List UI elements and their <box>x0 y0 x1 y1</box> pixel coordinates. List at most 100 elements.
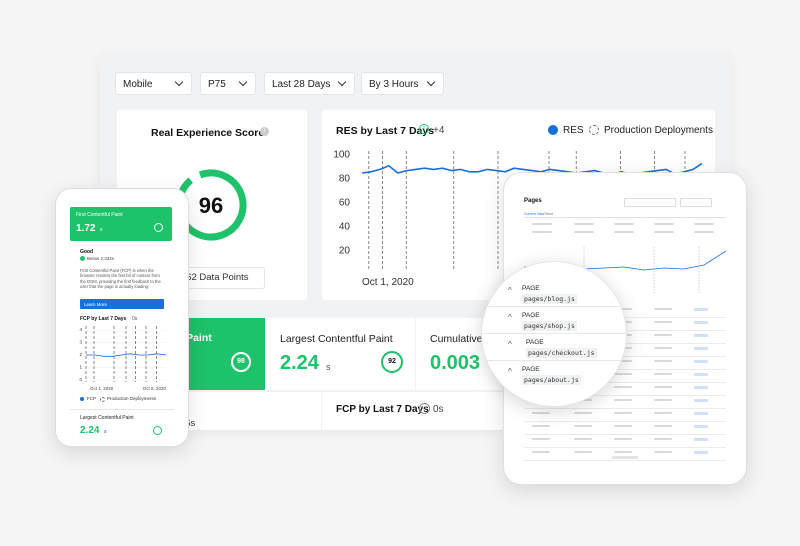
learn-more-button[interactable]: Learn More <box>80 299 164 309</box>
page-label: PAGE <box>522 285 540 292</box>
row-placeholder <box>574 425 592 427</box>
divider <box>482 333 626 334</box>
row-placeholder <box>654 223 674 225</box>
metric-unit: s <box>326 362 331 372</box>
row-placeholder <box>654 451 672 453</box>
pagination <box>612 456 638 459</box>
up-icon: ↑ <box>419 124 429 134</box>
row-divider <box>524 408 726 409</box>
legend-deploy-icon <box>100 397 105 402</box>
metric-value: 0.003 <box>430 352 481 374</box>
status-dot <box>80 256 85 261</box>
row-sparkline <box>694 425 708 428</box>
arrow-icon: → <box>419 403 430 414</box>
row-divider <box>524 421 726 422</box>
threshold: Below 2.334s <box>87 256 115 261</box>
x-label: Oct 1, 2020 <box>362 277 414 288</box>
filter-label: P75 <box>208 79 226 90</box>
row-placeholder <box>574 223 594 225</box>
legend-deploy-icon <box>589 125 599 135</box>
tab[interactable]: Current View <box>524 212 545 216</box>
chevron <box>174 77 184 87</box>
check-icon <box>154 223 163 232</box>
row-placeholder <box>532 438 550 440</box>
row-sparkline <box>694 386 708 389</box>
dropdown[interactable] <box>680 198 712 207</box>
score-title: Real Experience Score <box>151 127 265 139</box>
row-placeholder <box>614 386 632 388</box>
filter[interactable]: Last 28 Days <box>264 72 355 95</box>
filter[interactable]: Mobile <box>115 72 192 95</box>
row-sparkline <box>694 334 708 337</box>
filter[interactable]: By 3 Hours <box>361 72 444 95</box>
row-placeholder <box>532 223 552 225</box>
row-divider <box>524 460 726 461</box>
legend-label: Production Deployments <box>107 396 157 401</box>
page-path: pages/shop.js <box>522 321 577 331</box>
y-tick-label: 3 <box>79 340 82 345</box>
row-sparkline <box>694 451 708 454</box>
search-box[interactable] <box>624 198 676 207</box>
legend-label: FCP <box>87 396 96 401</box>
metric-score: 98 <box>237 358 245 365</box>
change: 0s <box>132 316 138 322</box>
y-tick-label: 80 <box>339 174 351 185</box>
y-tick-label: 20 <box>339 246 351 257</box>
tab[interactable]: Trend <box>544 212 554 216</box>
metric-unit: s <box>104 429 107 435</box>
metric-card[interactable]: Largest Contentful Paint 2.24 s 92 <box>265 318 415 390</box>
score-ring <box>153 426 162 435</box>
row-sparkline <box>694 399 708 402</box>
legend-dot <box>80 397 84 401</box>
phone: First Contentful Paint 1.72 s Good Below… <box>55 188 189 447</box>
row-placeholder <box>654 373 672 375</box>
chevron: ^ <box>508 340 512 349</box>
row-placeholder <box>654 386 672 388</box>
row-placeholder <box>614 399 632 401</box>
metric-value: 2.24 <box>280 352 319 374</box>
score-ring <box>381 351 403 373</box>
metric-name: Largest Contentful Paint <box>80 415 134 421</box>
filter-label: Last 28 Days <box>272 79 331 90</box>
row-placeholder <box>654 425 672 427</box>
change: +4 <box>433 125 445 136</box>
row-placeholder <box>532 231 552 233</box>
row-sparkline <box>694 347 708 350</box>
row-divider <box>524 395 726 396</box>
row-placeholder <box>614 438 632 440</box>
series-line <box>86 353 167 357</box>
row-placeholder <box>532 412 550 414</box>
row-placeholder <box>614 231 634 233</box>
row-placeholder <box>532 425 550 427</box>
filter-label: Mobile <box>123 79 153 90</box>
divider <box>482 306 626 307</box>
chevron: ^ <box>508 286 512 295</box>
row-placeholder <box>654 321 672 323</box>
row-placeholder <box>694 223 714 225</box>
y-tick-label: 40 <box>339 222 351 233</box>
tab-divider <box>524 217 726 218</box>
description: First Contentful Paint (FCP) is when the… <box>80 268 161 290</box>
filter[interactable]: P75 <box>200 72 256 95</box>
phone-metric-header: First Contentful Paint 1.72 s <box>70 207 172 241</box>
row-placeholder <box>654 334 672 336</box>
y-tick-label: 0 <box>79 377 82 382</box>
status: Good <box>80 249 94 255</box>
row-placeholder <box>614 373 632 375</box>
legend-label: RES <box>563 125 584 136</box>
page-path: pages/checkout.js <box>526 348 597 358</box>
metric-score: 92 <box>388 358 396 365</box>
page-path: pages/about.js <box>522 375 581 385</box>
score-ring <box>231 352 251 372</box>
x-label: Oct 1, 2020 <box>90 386 114 391</box>
button-label: Learn More <box>84 301 108 307</box>
metric-name: First Contentful Paint <box>76 212 123 218</box>
row-sparkline <box>694 373 708 376</box>
row-divider <box>524 434 726 435</box>
row-placeholder <box>654 231 674 233</box>
row-placeholder <box>614 451 632 453</box>
change: 0s <box>433 404 444 415</box>
tablet-title: Pages <box>524 198 542 204</box>
row-placeholder <box>654 308 672 310</box>
